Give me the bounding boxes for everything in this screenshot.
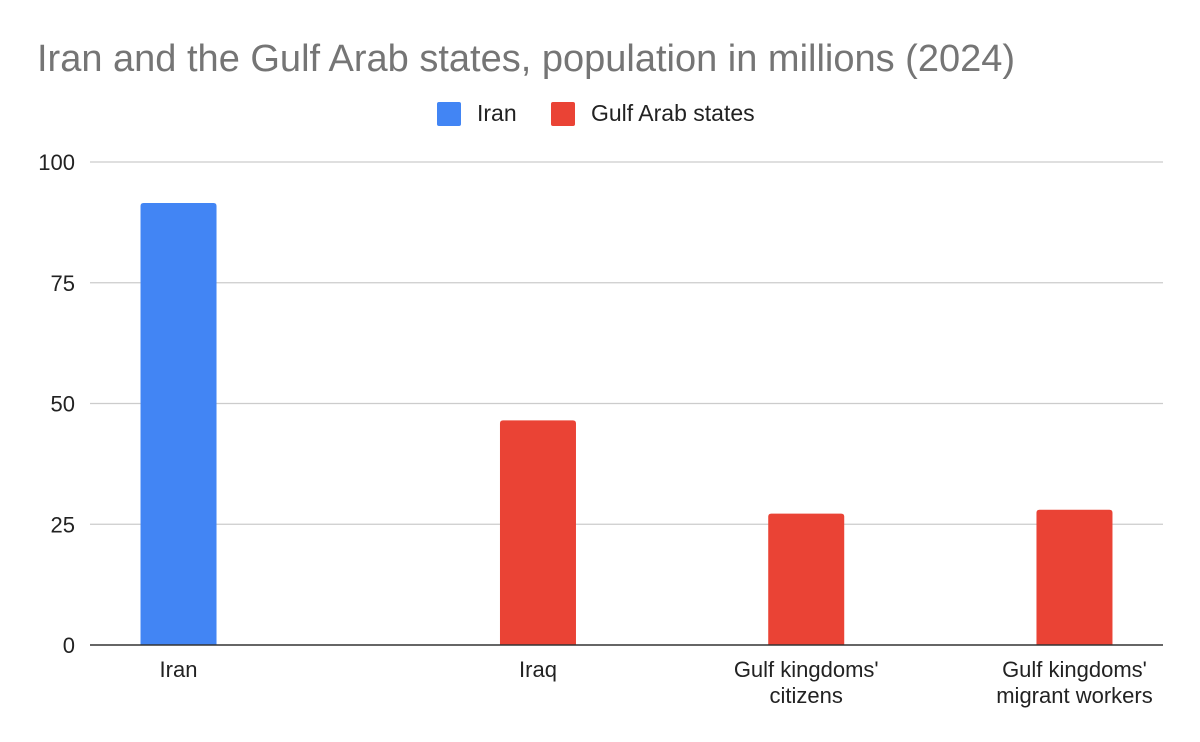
gridlines	[90, 161, 1163, 525]
legend-swatch-gulf-arab-states	[551, 102, 575, 126]
legend-label-iran: Iran	[477, 100, 517, 126]
y-axis: 0 25 50 75 100	[38, 150, 75, 658]
bar-gulf-arab-states-2	[768, 513, 845, 645]
chart-title: Iran and the Gulf Arab states, populatio…	[37, 38, 1015, 80]
x-tick-label: Iraq	[519, 657, 557, 682]
x-tick-label: citizens	[770, 683, 843, 708]
bars	[140, 203, 1113, 645]
legend-label-gulf-arab-states: Gulf Arab states	[591, 100, 755, 126]
y-tick-label: 50	[51, 392, 75, 417]
bar-gulf-arab-states-3	[1036, 509, 1113, 645]
y-tick-label: 25	[51, 512, 75, 537]
y-tick-label: 75	[51, 271, 75, 296]
legend: Iran Gulf Arab states	[437, 100, 755, 126]
x-tick-label: migrant workers	[996, 683, 1152, 708]
y-tick-label: 0	[63, 633, 75, 658]
x-tick-label: Iran	[160, 657, 198, 682]
x-tick-label: Gulf kingdoms'	[1002, 657, 1147, 682]
x-tick-label: Gulf kingdoms'	[734, 657, 879, 682]
y-tick-label: 100	[38, 150, 75, 175]
bar-gulf-arab-states-1	[499, 420, 576, 645]
legend-swatch-iran	[437, 102, 461, 126]
bar-iran-0	[140, 203, 217, 645]
